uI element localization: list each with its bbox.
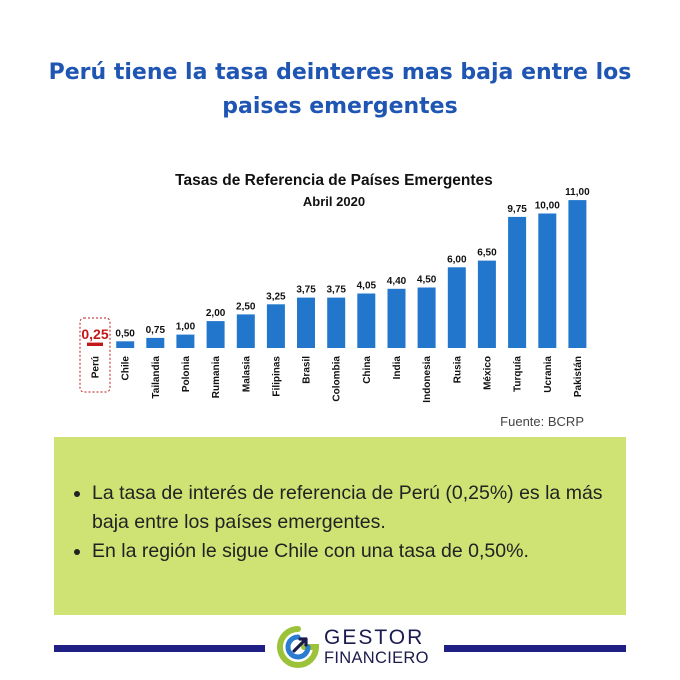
- summary-list: La tasa de interés de referencia de Perú…: [74, 479, 606, 566]
- data-label-china: 4,05: [357, 281, 377, 292]
- data-label-pakistán: 11,00: [565, 187, 590, 198]
- summary-item: En la región le sigue Chile con una tasa…: [92, 537, 606, 566]
- data-label-india: 4,40: [387, 276, 407, 287]
- data-label-turquía: 9,75: [507, 204, 527, 215]
- category-label-rusia: Rusia: [452, 356, 463, 384]
- category-label-rumania: Rumania: [211, 356, 222, 399]
- bar-indonesia: [417, 287, 436, 348]
- data-label-brasil: 3,75: [296, 285, 316, 296]
- footer-rule-right: [444, 645, 626, 652]
- chart-title: Tasas de Referencia de Países Emergentes: [175, 172, 493, 189]
- bar-perú: [87, 342, 103, 346]
- category-label-colombia: Colombia: [332, 356, 343, 402]
- category-label-chile: Chile: [121, 356, 132, 381]
- footer-rule-left: [54, 645, 265, 652]
- data-label-méxico: 6,50: [477, 248, 497, 259]
- data-label-chile: 0,50: [115, 328, 135, 339]
- category-label-ucrania: Ucrania: [543, 356, 554, 393]
- logo-mark-icon: [277, 626, 320, 668]
- data-label-ucrania: 10,00: [535, 201, 560, 212]
- category-label-brasil: Brasil: [302, 356, 313, 384]
- bar-polonia: [176, 334, 195, 348]
- bar-chile: [116, 341, 135, 348]
- bar-rusia: [447, 267, 466, 348]
- category-label-perú: Perú: [91, 356, 102, 378]
- data-label-tailandia: 0,75: [146, 325, 166, 336]
- category-label-pakistán: Pakistán: [573, 356, 584, 397]
- logo-text-line2: FINANCIERO: [324, 649, 429, 667]
- bar-turquía: [508, 216, 527, 348]
- bar-china: [357, 293, 376, 348]
- highlight-frame: [79, 317, 111, 393]
- logo-text-line1: GESTOR: [324, 626, 425, 649]
- bar-malasia: [236, 314, 255, 348]
- category-label-india: India: [392, 356, 403, 380]
- bars-group: 0,25 Perú 0,50 Chile 0,75 Tailandia 1,00 Poloni…: [79, 187, 590, 403]
- bar-pakistán: [568, 200, 587, 348]
- category-label-méxico: México: [482, 356, 493, 390]
- headline: Perú tiene la tasa deinteres mas baja en…: [48, 60, 632, 119]
- bar-india: [387, 288, 406, 348]
- data-label-colombia: 3,75: [326, 285, 346, 296]
- bar-ucrania: [538, 213, 557, 348]
- category-label-malasia: Malasia: [241, 356, 252, 393]
- bar-rumania: [206, 321, 225, 348]
- category-label-polonia: Polonia: [181, 356, 192, 393]
- chart-subtitle: Abril 2020: [303, 194, 365, 209]
- bar-tailandia: [146, 337, 165, 348]
- category-label-turquía: Turquía: [513, 356, 524, 392]
- data-label-malasia: 2,50: [236, 301, 256, 312]
- bar-brasil: [297, 297, 315, 348]
- summary-box: La tasa de interés de referencia de Perú…: [54, 437, 626, 615]
- category-label-tailandia: Tailandia: [151, 356, 162, 399]
- bar-méxico: [477, 260, 496, 348]
- brand-logo: GESTOR FINANCIERO: [276, 624, 436, 670]
- bar-filipinas: [266, 304, 285, 348]
- data-label-polonia: 1,00: [176, 322, 196, 333]
- data-label-indonesia: 4,50: [417, 275, 437, 286]
- category-label-filipinas: Filipinas: [271, 356, 282, 397]
- bar-colombia: [327, 297, 346, 348]
- data-label-rumania: 2,00: [206, 308, 226, 319]
- category-label-china: China: [362, 356, 373, 384]
- bar-chart: Tasas de Referencia de Países Emergentes…: [79, 172, 590, 403]
- data-label-rusia: 6,00: [447, 254, 467, 265]
- data-label-filipinas: 3,25: [266, 291, 286, 302]
- category-label-indonesia: Indonesia: [422, 356, 433, 403]
- summary-item: La tasa de interés de referencia de Perú…: [92, 479, 606, 537]
- data-label-perú: 0,25: [81, 326, 108, 342]
- source-note: Fuente: BCRP: [500, 414, 584, 429]
